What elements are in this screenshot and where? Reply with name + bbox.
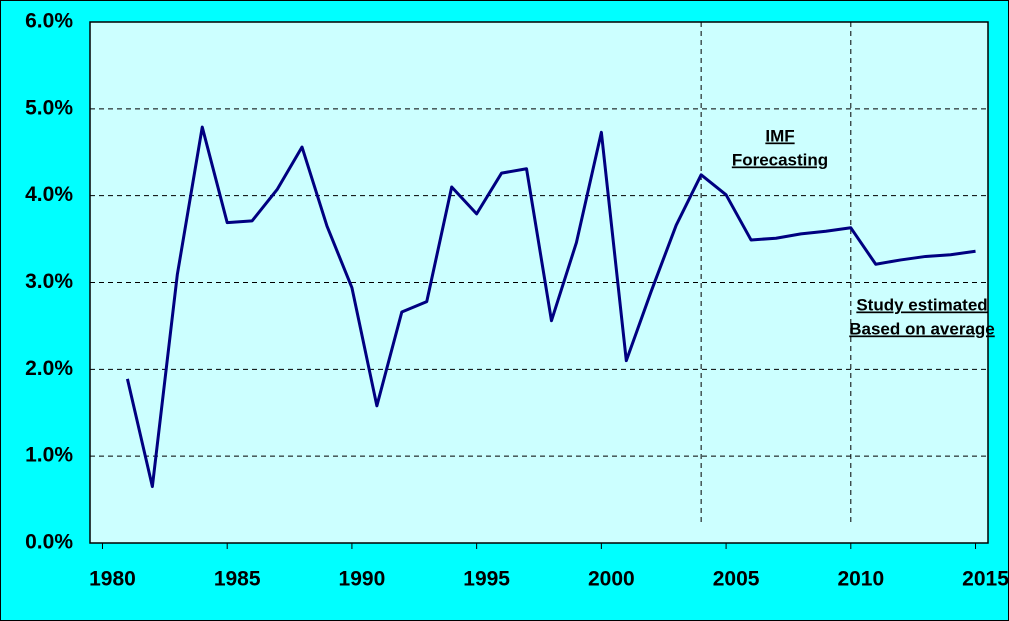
annotation: Study estimated xyxy=(856,295,987,314)
x-tick-label: 1980 xyxy=(89,568,136,591)
y-tick-label: 3.0% xyxy=(25,270,73,293)
x-tick-label: 1990 xyxy=(339,568,386,591)
y-tick-label: 0.0% xyxy=(25,531,73,554)
annotation: Forecasting xyxy=(732,150,828,169)
x-tick-label: 2015 xyxy=(962,568,1009,591)
x-tick-label: 2000 xyxy=(588,568,635,591)
x-tick-label: 2005 xyxy=(713,568,760,591)
y-tick-label: 2.0% xyxy=(25,357,73,380)
annotation: IMF xyxy=(765,126,794,145)
y-tick-label: 5.0% xyxy=(25,96,73,119)
plot-area xyxy=(89,21,989,544)
annotation: Based on average xyxy=(849,319,995,338)
x-tick-label: 2010 xyxy=(837,568,884,591)
y-tick-label: 6.0% xyxy=(25,10,73,33)
x-tick-label: 1995 xyxy=(463,568,510,591)
y-tick-label: 1.0% xyxy=(25,444,73,467)
x-tick-label: 1985 xyxy=(214,568,261,591)
y-tick-label: 4.0% xyxy=(25,183,73,206)
data-line xyxy=(125,125,976,489)
